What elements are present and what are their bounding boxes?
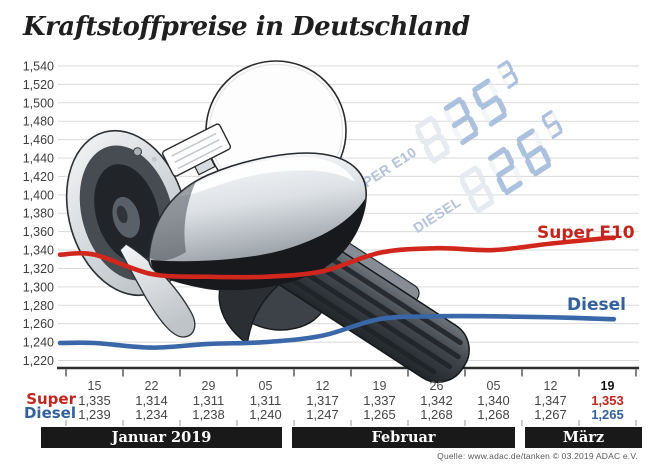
price-cell: 1,311 [249,392,282,408]
price-cell: 1,335 [78,392,111,408]
month-bar-januar: Januar 2019 [41,427,282,448]
date-cell: 29 [201,379,216,393]
date-cell: 19 [372,379,387,393]
price-cell: 1,314 [135,392,168,408]
price-cell: 1,238 [192,406,225,422]
price-cell: 1,247 [306,406,339,422]
date-cell: 19 [600,379,615,393]
price-cell: 1,317 [306,392,339,408]
price-cell: 1,268 [477,406,510,422]
price-cell: 1,268 [420,406,453,422]
line-diesel [57,313,617,350]
y-axis-label: 1,300 [23,280,54,294]
y-axis-label: 1,520 [23,78,54,92]
page-title: Kraftstoffpreise in Deutschland [23,12,470,42]
date-cell: 12 [315,379,330,393]
price-cell: 1,342 [420,392,453,408]
y-axis-label: 1,340 [23,244,54,258]
price-cell: 1,234 [135,406,168,422]
y-axis-label: 1,220 [23,354,54,368]
row-label-super: Super [26,390,76,408]
price-cell: 1,347 [534,392,567,408]
price-cell: 1,265 [363,406,396,422]
row-label-diesel: Diesel [23,404,76,422]
date-cell: 22 [144,379,159,393]
y-axis-label: 1,320 [23,262,54,276]
y-axis-label: 1,280 [23,299,54,313]
date-cell: 26 [429,379,444,393]
price-cell: 1,239 [78,406,111,422]
series-label-super-e10: Super E10 [537,223,635,243]
price-cell: 1,311 [192,392,225,408]
price-cell: 1,240 [249,406,282,422]
month-bar-maerz: März [525,427,642,448]
source-credit: Quelle: www.adac.de/tanken © 03.2019 ADA… [437,451,638,461]
y-axis-label: 1,460 [23,133,54,147]
y-axis-label: 1,400 [23,188,54,202]
price-cell: 1,353 [591,392,624,408]
month-bar-februar: Februar [292,427,515,448]
y-axis-label: 1,420 [23,170,54,184]
y-axis-label: 1,360 [23,225,54,239]
y-axis-label: 1,240 [23,336,54,350]
y-axis-label: 1,500 [23,96,54,110]
date-cell: 15 [87,379,102,393]
price-cell: 1,267 [534,406,567,422]
y-axis-label: 1,260 [23,317,54,331]
y-axis-label: 1,380 [23,207,54,221]
price-cell: 1,340 [477,392,510,408]
series-label-diesel: Diesel [567,295,626,315]
price-cell: 1,265 [591,406,624,422]
date-cell: 05 [486,379,501,393]
date-cell: 05 [258,379,273,393]
y-axis-label: 1,480 [23,115,54,129]
nozzle-icon [119,123,470,383]
line-super [57,235,617,280]
price-cell: 1,337 [363,392,396,408]
y-axis-label: 1,440 [23,152,54,166]
date-cell: 12 [543,379,558,393]
y-axis-label: 1,540 [23,60,54,74]
